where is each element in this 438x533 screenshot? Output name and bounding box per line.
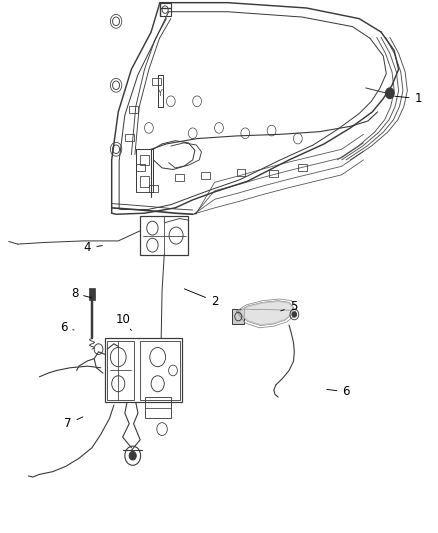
Text: 2: 2	[184, 289, 219, 308]
Bar	[140, 341, 180, 400]
Bar	[136, 149, 153, 192]
Bar	[140, 155, 149, 165]
Text: 7: 7	[64, 417, 83, 430]
Bar	[237, 169, 245, 176]
Text: 5: 5	[281, 300, 297, 313]
Bar	[201, 172, 210, 179]
Bar	[140, 216, 188, 255]
Text: 1: 1	[395, 92, 422, 105]
Text: 10: 10	[115, 313, 131, 330]
Bar	[145, 397, 171, 418]
Bar	[107, 341, 134, 400]
Bar	[136, 164, 145, 171]
Text: Y: Y	[158, 89, 162, 98]
Bar	[125, 134, 134, 141]
Bar	[140, 176, 149, 187]
Bar	[298, 164, 307, 171]
Circle shape	[292, 312, 297, 317]
Bar	[129, 106, 138, 113]
Polygon shape	[239, 301, 293, 325]
Bar	[160, 3, 171, 16]
Bar	[105, 338, 182, 402]
Bar	[89, 288, 95, 300]
Text: 4: 4	[84, 241, 102, 254]
Text: 6: 6	[60, 321, 74, 334]
Bar	[232, 309, 244, 324]
Bar	[269, 170, 278, 177]
Bar	[152, 78, 161, 85]
Bar	[158, 75, 163, 107]
Bar	[175, 174, 184, 181]
Circle shape	[385, 88, 394, 99]
Bar	[149, 185, 158, 192]
Text: 8: 8	[71, 287, 92, 300]
Circle shape	[129, 451, 136, 460]
Text: 6: 6	[327, 385, 350, 398]
